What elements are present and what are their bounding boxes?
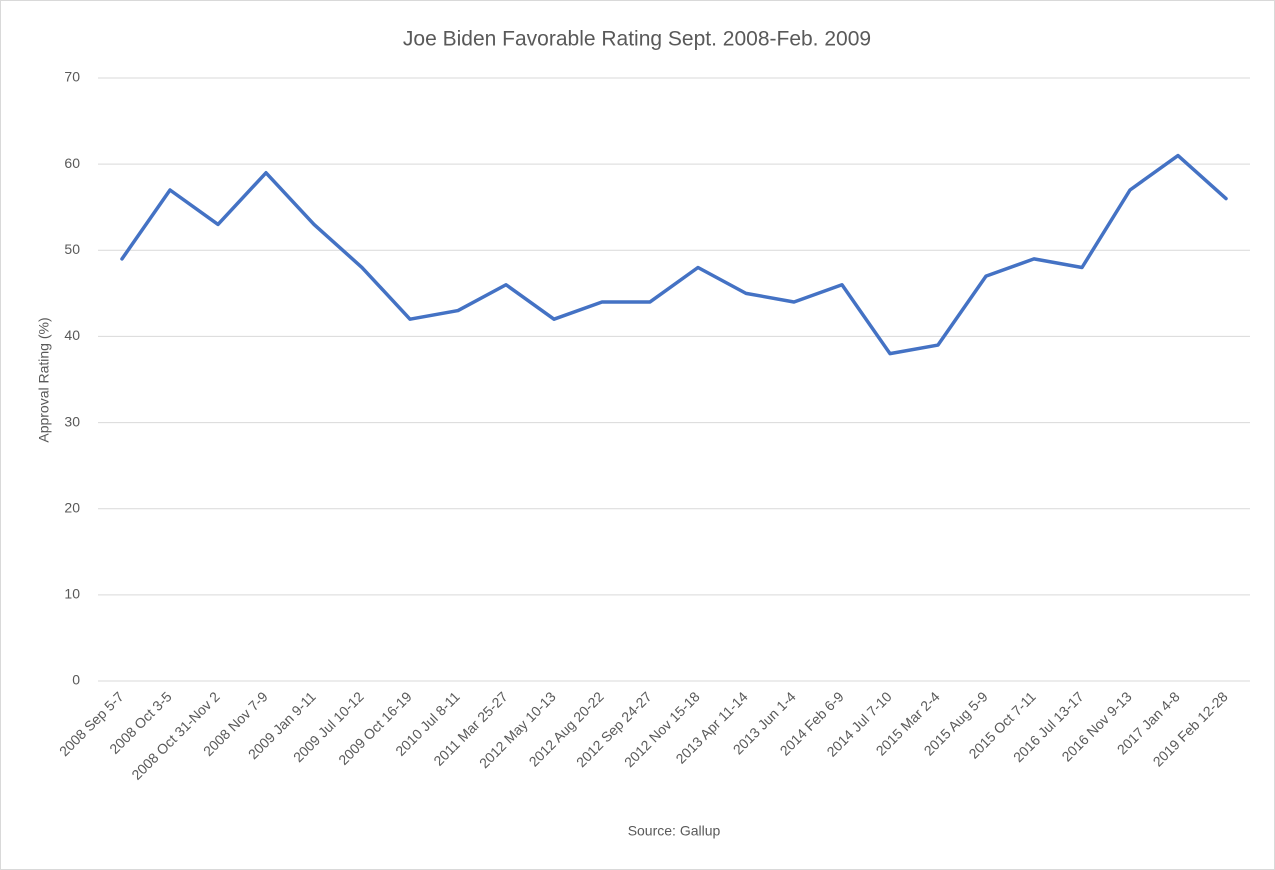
source-note: Source: Gallup bbox=[628, 823, 721, 839]
y-tick-label: 10 bbox=[64, 586, 80, 602]
y-tick-label: 70 bbox=[64, 69, 80, 85]
y-tick-label: 50 bbox=[64, 241, 80, 257]
y-tick-label: 60 bbox=[64, 155, 80, 171]
chart-title: Joe Biden Favorable Rating Sept. 2008-Fe… bbox=[403, 28, 871, 51]
y-tick-label: 30 bbox=[64, 413, 80, 429]
y-tick-label: 40 bbox=[64, 327, 80, 343]
y-tick-label: 20 bbox=[64, 499, 80, 515]
y-axis-label: Approval Rating (%) bbox=[36, 317, 52, 442]
y-tick-label: 0 bbox=[72, 672, 80, 688]
data-line bbox=[120, 153, 1228, 356]
